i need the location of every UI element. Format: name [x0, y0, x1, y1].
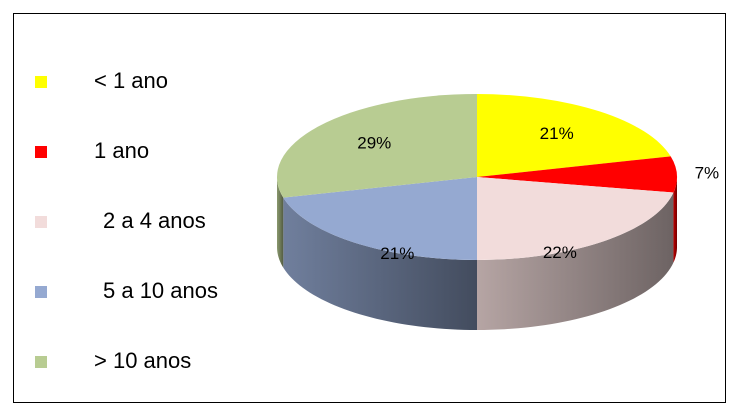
slice-side	[277, 177, 284, 268]
slice-side	[673, 177, 677, 263]
data-label: 21%	[380, 244, 414, 263]
legend-label: < 1 ano	[94, 68, 168, 93]
legend-swatch	[35, 216, 47, 228]
legend-swatch	[35, 286, 47, 298]
slice	[477, 94, 671, 177]
legend-swatch	[35, 76, 47, 88]
legend-label: 5 a 10 anos	[103, 278, 218, 303]
data-label: 21%	[540, 124, 574, 143]
slice-side	[477, 192, 674, 330]
legend-swatch	[35, 356, 47, 368]
slice	[283, 177, 477, 260]
slice	[477, 156, 677, 193]
slice-side	[283, 197, 477, 330]
slice	[277, 94, 477, 198]
data-label: 22%	[543, 243, 577, 262]
data-label: 7%	[695, 163, 720, 182]
legend-swatch	[35, 146, 47, 158]
data-label: 29%	[357, 133, 391, 152]
slice	[477, 177, 674, 260]
legend-label: 1 ano	[94, 138, 149, 163]
legend-label: > 10 anos	[94, 348, 191, 373]
legend-label: 2 a 4 anos	[103, 208, 206, 233]
